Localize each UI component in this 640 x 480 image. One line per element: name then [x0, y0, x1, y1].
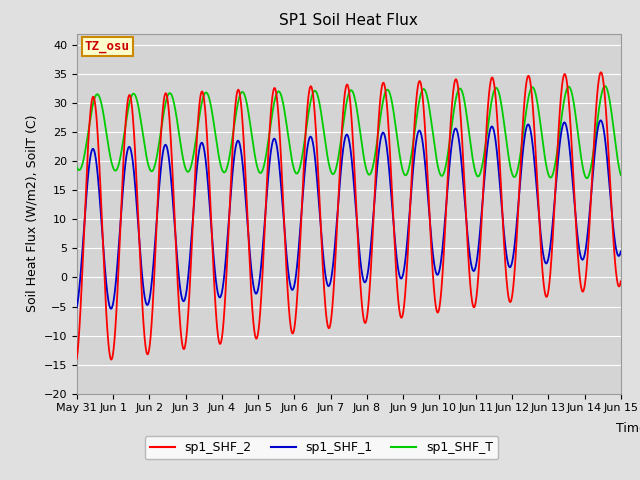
- sp1_SHF_T: [337, 135, 345, 141]
- Text: TZ_osu: TZ_osu: [85, 40, 130, 53]
- sp1_SHF_2: [323, 320, 331, 326]
- sp1_SHF_T: [100, 118, 108, 124]
- sp1_SHF_2: [338, 132, 346, 138]
- sp1_SHF_2: [617, 278, 625, 284]
- Legend: sp1_SHF_2, sp1_SHF_1, sp1_SHF_T: sp1_SHF_2, sp1_SHF_1, sp1_SHF_T: [145, 436, 499, 459]
- sp1_SHF_T: [602, 84, 609, 89]
- sp1_SHF_1: [338, 160, 346, 166]
- Title: SP1 Soil Heat Flux: SP1 Soil Heat Flux: [280, 13, 418, 28]
- sp1_SHF_1: [602, 138, 609, 144]
- sp1_SHF_1: [617, 249, 625, 254]
- sp1_SHF_T: [73, 164, 81, 170]
- sp1_SHF_1: [108, 306, 115, 312]
- sp1_SHF_2: [602, 98, 609, 104]
- sp1_SHF_T: [583, 175, 591, 181]
- sp1_SHF_1: [100, 261, 108, 266]
- Line: sp1_SHF_T: sp1_SHF_T: [77, 86, 621, 178]
- sp1_SHF_T: [617, 172, 625, 178]
- sp1_SHF_1: [597, 118, 605, 123]
- sp1_SHF_2: [502, 262, 509, 268]
- Line: sp1_SHF_2: sp1_SHF_2: [77, 72, 621, 360]
- sp1_SHF_T: [601, 83, 609, 89]
- sp1_SHF_2: [100, 276, 108, 282]
- sp1_SHF_T: [323, 150, 331, 156]
- sp1_SHF_2: [73, 356, 81, 361]
- sp1_SHF_1: [602, 141, 609, 146]
- Line: sp1_SHF_1: sp1_SHF_1: [77, 120, 621, 309]
- sp1_SHF_2: [597, 70, 605, 75]
- sp1_SHF_2: [108, 357, 115, 362]
- sp1_SHF_1: [323, 281, 331, 287]
- sp1_SHF_1: [502, 244, 509, 250]
- sp1_SHF_1: [73, 304, 81, 310]
- sp1_SHF_2: [602, 102, 609, 108]
- sp1_SHF_T: [602, 84, 609, 89]
- Y-axis label: Soil Heat Flux (W/m2), SoilT (C): Soil Heat Flux (W/m2), SoilT (C): [25, 115, 38, 312]
- sp1_SHF_T: [501, 129, 509, 134]
- X-axis label: Time: Time: [616, 422, 640, 435]
